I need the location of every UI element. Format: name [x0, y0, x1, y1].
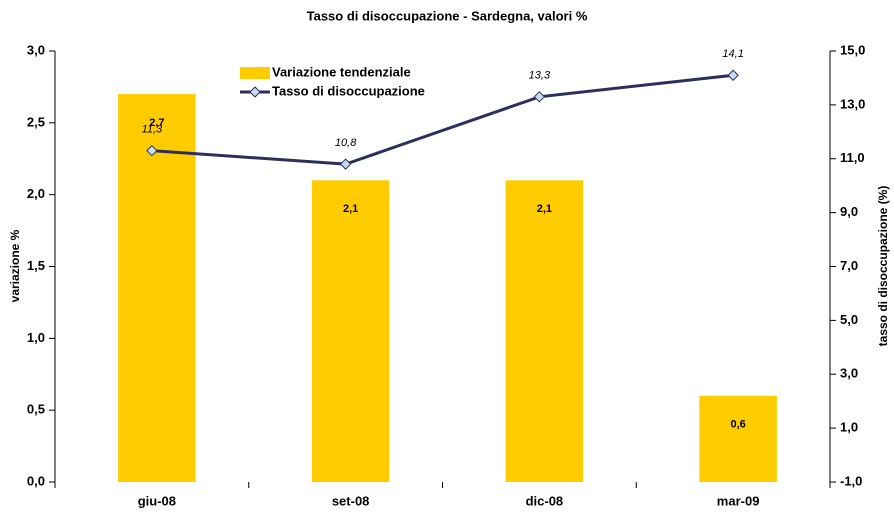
y-tick-label: 1,0 [27, 330, 45, 345]
line-marker [727, 69, 739, 81]
legend-swatch [240, 67, 270, 79]
y-tick-label: 0,0 [27, 473, 45, 488]
line-value-label: 11,3 [142, 124, 163, 136]
y2-tick-label: 1,0 [840, 420, 858, 435]
legend-marker [249, 86, 261, 98]
y2-tick-label: 7,0 [840, 258, 858, 273]
y2-tick-label: 5,0 [840, 312, 858, 327]
y2-axis-label: tasso di disoccupazione (%) [876, 186, 890, 347]
bar [505, 180, 584, 483]
x-tick-label: set-08 [332, 493, 370, 508]
y2-tick-label: -1,0 [840, 473, 862, 488]
bar [699, 395, 777, 482]
y2-tick-label: 15,0 [840, 42, 865, 57]
y2-tick-label: 3,0 [840, 366, 858, 381]
line-marker [146, 144, 158, 157]
y-tick-label: 2,5 [27, 114, 45, 129]
bar-value-label: 0,6 [730, 419, 745, 431]
bar-value-label: 2,1 [537, 203, 552, 215]
line [151, 73, 734, 166]
chart-title: Tasso di disoccupazione - Sardegna, valo… [307, 8, 588, 23]
x-tick-label: giu-08 [138, 493, 176, 508]
bar-value-label: 2,1 [343, 203, 358, 215]
y2-tick-label: 11,0 [840, 150, 865, 165]
line-value-label: 14,1 [722, 48, 743, 60]
y2-tick-label: 13,0 [840, 96, 865, 111]
legend-label: Tasso di disoccupazione [272, 83, 425, 98]
bar-value-label: 2,7 [149, 117, 164, 129]
line-marker [339, 158, 352, 170]
y-tick-label: 3,0 [27, 42, 45, 57]
line-value-label: 13,3 [529, 70, 551, 82]
y-axis-label: variazione % [8, 229, 22, 302]
y-tick-label: 2,0 [27, 186, 45, 201]
y-tick-label: 0,5 [27, 402, 45, 417]
y-tick-label: 1,5 [27, 258, 45, 273]
bar [311, 180, 390, 483]
legend-label: Variazione tendenziale [272, 64, 411, 79]
line-value-label: 10,8 [335, 137, 357, 149]
x-tick-label: dic-08 [526, 493, 564, 508]
bar [118, 94, 196, 482]
line-marker [533, 91, 546, 103]
y2-tick-label: 9,0 [840, 204, 858, 219]
x-tick-label: mar-09 [717, 493, 760, 508]
